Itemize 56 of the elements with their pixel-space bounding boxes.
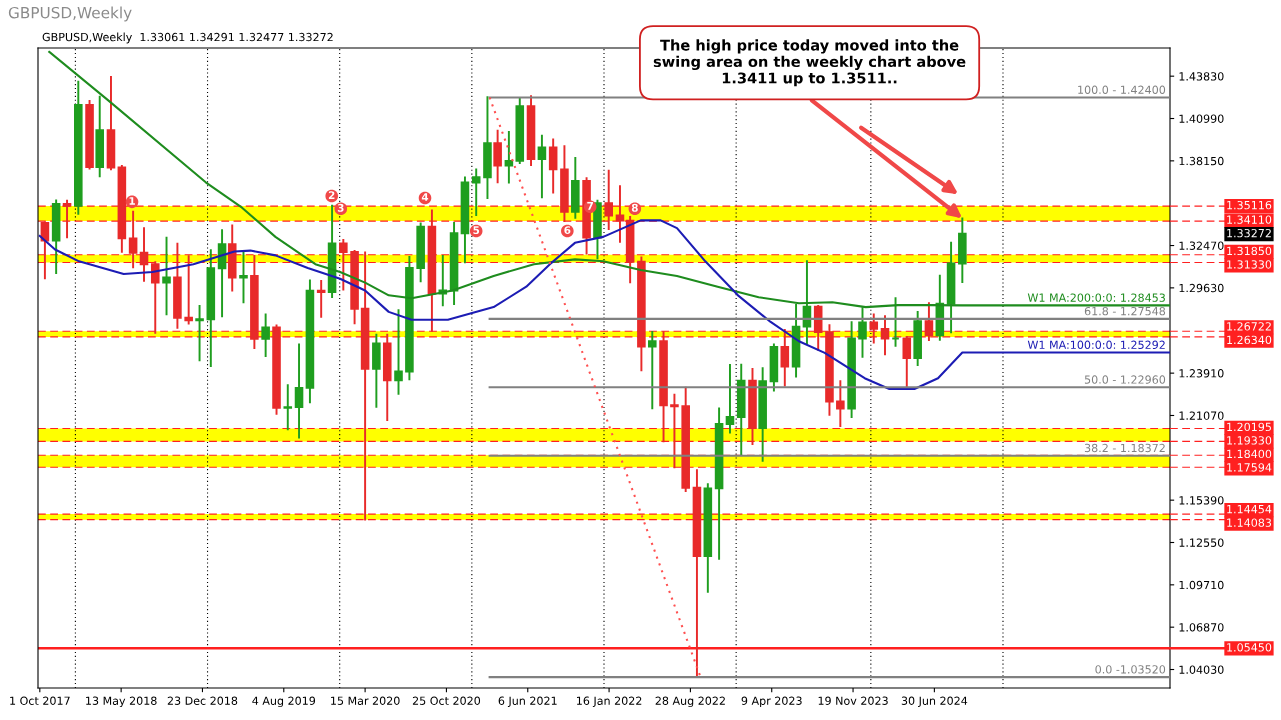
y-tick-label: 1.23910 — [1179, 369, 1224, 378]
text: 1.33272 — [1227, 228, 1271, 238]
series-label: 0.0 -1.03520 — [1095, 665, 1166, 674]
series-label: W1 MA:200:0:0: 1.28453 — [1027, 293, 1165, 302]
annotation: 1 — [129, 197, 135, 205]
ref-line-label: 1.17594 — [1227, 463, 1272, 472]
y-tick-label: 1.06870 — [1179, 623, 1224, 632]
y-tick-label: 1.40990 — [1179, 114, 1224, 123]
series-label: 100.0 - 1.42400 — [1078, 85, 1166, 94]
series-label: 38.2 - 1.18372 — [1084, 443, 1165, 453]
x-tick-label: 4 Aug 2019 — [252, 696, 316, 708]
x-tick-label: 6 Jun 2021 — [498, 696, 557, 707]
x-tick-label: 9 Apr 2023 — [741, 696, 802, 708]
x-tick-label: 30 Jun 2024 — [901, 696, 968, 707]
ref-line-label: 1.14083 — [1227, 518, 1272, 527]
annotation: 8 — [631, 203, 638, 212]
annotation: 3 — [337, 203, 344, 212]
ref-line-label: 1.26340 — [1227, 335, 1272, 345]
series-label: 61.8 - 1.27548 — [1084, 306, 1166, 316]
ref-line-label: 1.20195 — [1227, 422, 1271, 432]
x-tick-label: 25 Oct 2020 — [412, 696, 481, 705]
x-tick-label: 19 Nov 2023 — [818, 696, 888, 705]
ref-line-label: 1.26722 — [1227, 322, 1271, 331]
chart-subtitle: GBPUSD,Weekly 1.33061 1.34291 1.32477 1.33272 — [42, 32, 333, 44]
annotation: 6 — [564, 226, 571, 235]
y-tick-label: 1.15390 — [1179, 496, 1224, 505]
x-tick-label: 28 Aug 2022 — [655, 696, 725, 708]
y-tick-label: 1.38150 — [1179, 156, 1224, 166]
annotation: 7 — [587, 202, 593, 210]
series-label: 50.0 - 1.22960 — [1084, 375, 1166, 384]
ref-line-label: 1.19330 — [1227, 436, 1272, 445]
ref-line-label: 1.14454 — [1227, 505, 1272, 514]
series-label: W1 MA:100:0:0: 1.25292 — [1027, 340, 1165, 349]
y-tick-label: 1.43830 — [1179, 72, 1224, 81]
ref-line-label: 1.05450 — [1227, 643, 1272, 652]
y-tick-label: 1.21070 — [1179, 411, 1224, 420]
annotation: The high price today moved into the swing area on the weekly chart above 1.3411 up to 1.3511.. — [653, 39, 966, 87]
annotation: 5 — [473, 226, 480, 235]
x-tick-label: 13 May 2018 — [86, 696, 157, 708]
y-tick-label: 1.32470 — [1179, 241, 1224, 250]
annotation: 2 — [328, 191, 335, 199]
annotation: 4 — [421, 193, 429, 201]
x-tick-label: 23 Dec 2018 — [167, 696, 238, 705]
x-tick-label: 15 Mar 2020 — [331, 696, 400, 705]
y-tick-label: 1.29630 — [1179, 283, 1224, 293]
y-tick-label: 1.04030 — [1179, 665, 1224, 674]
x-tick-label: 1 Oct 2017 — [10, 696, 70, 705]
ref-line-label: 1.34110 — [1227, 215, 1272, 224]
ref-line-label: 1.18400 — [1227, 449, 1272, 459]
ref-line-label: 1.31850 — [1227, 246, 1272, 256]
y-tick-label: 1.09710 — [1179, 580, 1224, 590]
ref-line-label: 1.31330 — [1227, 260, 1272, 269]
x-tick-label: 16 Jan 2022 — [577, 696, 642, 707]
chart-title: GBPUSD,Weekly — [8, 6, 132, 22]
y-tick-label: 1.12550 — [1179, 538, 1224, 547]
ref-line-label: 1.35116 — [1227, 200, 1272, 210]
